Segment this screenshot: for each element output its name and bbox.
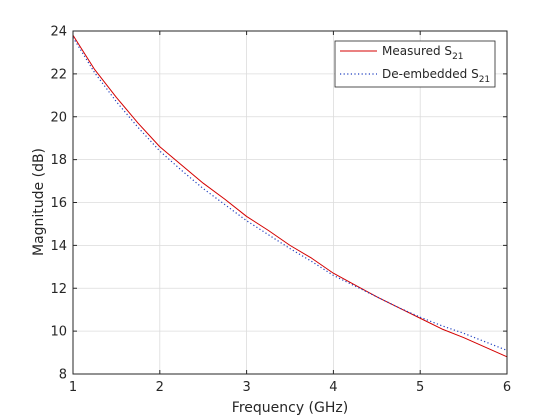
series-line-deembedded xyxy=(72,37,508,351)
x-tick-label: 4 xyxy=(329,380,337,395)
y-tick-label: 20 xyxy=(50,110,67,125)
legend-label-deembedded: De-embedded S21 xyxy=(382,67,490,85)
y-tick-label: 18 xyxy=(50,153,67,168)
x-tick-label: 2 xyxy=(156,380,164,395)
y-tick-label: 16 xyxy=(50,196,67,211)
x-tick-label: 6 xyxy=(503,380,511,395)
series-line-measured xyxy=(72,35,508,358)
y-tick-label: 22 xyxy=(50,67,67,82)
y-axis-label: Magnitude (dB) xyxy=(31,148,47,256)
y-tick-label: 10 xyxy=(50,325,67,340)
y-tick-label: 14 xyxy=(50,239,67,254)
y-tick-label: 24 xyxy=(50,25,67,40)
y-tick-label: 8 xyxy=(59,368,67,383)
x-tick-label: 5 xyxy=(416,380,424,395)
x-tick-label: 1 xyxy=(69,380,77,395)
legend-label-measured: Measured S21 xyxy=(382,44,464,62)
y-tick-label: 12 xyxy=(50,282,67,297)
x-axis-label: Frequency (GHz) xyxy=(232,400,348,416)
legend: Measured S21 De-embedded S21 xyxy=(334,40,496,88)
series-layer xyxy=(72,35,508,358)
x-tick-label: 3 xyxy=(242,380,250,395)
legend-box xyxy=(334,40,496,88)
